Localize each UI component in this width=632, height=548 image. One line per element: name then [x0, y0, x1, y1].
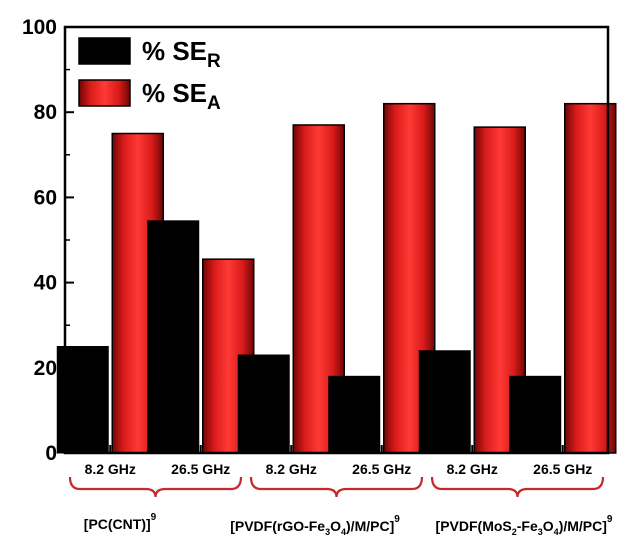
group-brace [430, 476, 605, 498]
y-tick-label: 60 [34, 186, 57, 209]
y-tick-label: 40 [34, 272, 57, 295]
frequency-label: 26.5 GHz [171, 461, 230, 477]
frequency-label: 8.2 GHz [85, 461, 136, 477]
bar-se-r [509, 375, 562, 454]
frequency-label: 26.5 GHz [533, 461, 592, 477]
frequency-label: 8.2 GHz [447, 461, 498, 477]
legend-label: % SEA [142, 78, 221, 114]
y-tick-label: 80 [34, 101, 57, 124]
y-tick-label: 20 [34, 357, 57, 380]
bar-se-r [237, 354, 290, 454]
axes: 0 20 40 60 80 100 [22, 16, 610, 465]
bars [56, 102, 617, 454]
group-brace [249, 476, 424, 498]
category-labels: 8.2 GHz 26.5 GHz 8.2 GHz 26.5 GHz 8.2 GHz 26.… [68, 461, 613, 537]
frequency-label: 26.5 GHz [352, 461, 411, 477]
bar-se-r [418, 350, 471, 454]
bar-se-r [328, 375, 381, 454]
y-tick-label: 0 [45, 442, 57, 465]
bar-se-r [147, 220, 200, 454]
legend-swatch [78, 79, 131, 107]
legend-swatch [78, 37, 131, 65]
group-label: [PC(CNT)]9 [84, 512, 157, 532]
frequency-label: 8.2 GHz [266, 461, 317, 477]
y-tick-label: 100 [22, 16, 57, 39]
group-label: [PVDF(rGO-Fe3O4)/M/PC]9 [230, 514, 400, 537]
legend: % SER % SEA [78, 36, 221, 114]
legend-label: % SER [142, 36, 221, 72]
group-brace [68, 476, 243, 498]
group-label: [PVDF(MoS2-Fe3O4)/M/PC]9 [436, 514, 613, 537]
